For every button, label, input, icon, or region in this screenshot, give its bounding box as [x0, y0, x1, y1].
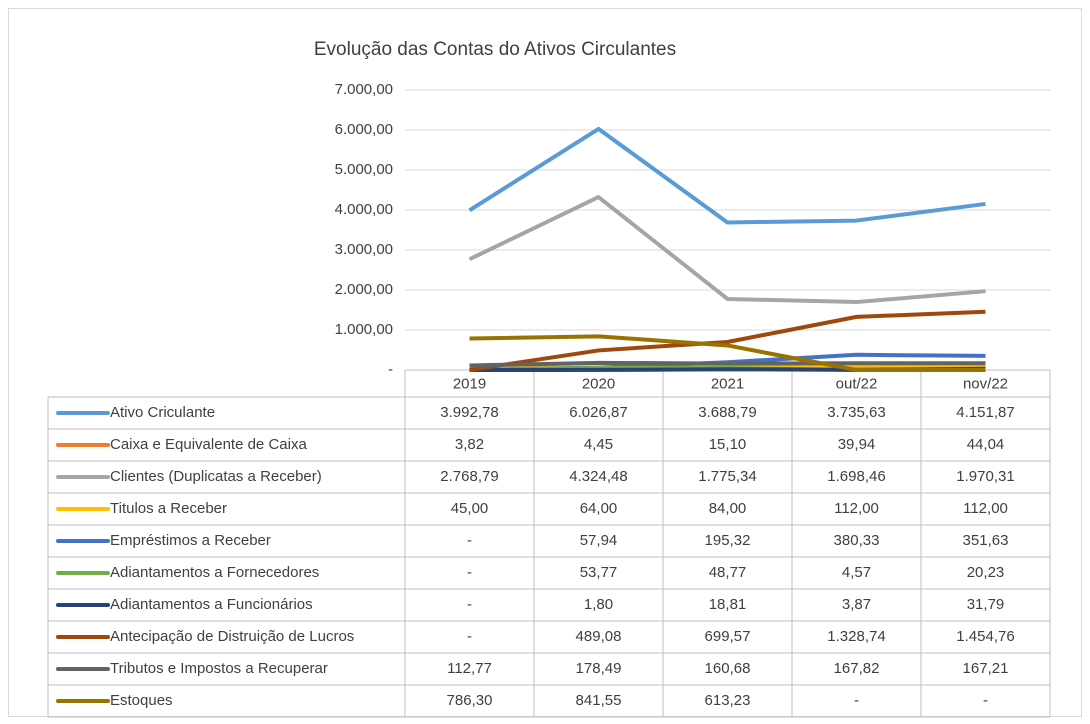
table-value: 613,23: [705, 692, 751, 709]
table-value: 380,33: [834, 532, 880, 549]
table-value: 6.026,87: [569, 404, 627, 421]
table-value: 4,57: [842, 564, 871, 581]
table-value: 195,32: [705, 532, 751, 549]
x-tick-label: out/22: [836, 375, 878, 392]
line-series: [468, 126, 986, 225]
x-tick-label: 2021: [711, 375, 744, 392]
table-value: -: [467, 628, 472, 645]
table-value: 1,80: [584, 596, 613, 613]
table-value: 15,10: [709, 436, 747, 453]
table-value: 1.454,76: [956, 628, 1014, 645]
table-value: 57,94: [580, 532, 618, 549]
table-value: 3,82: [455, 436, 484, 453]
legend-label: Adiantamentos a Funcionários: [110, 596, 313, 613]
table-value: 18,81: [709, 596, 747, 613]
table-value: -: [983, 692, 988, 709]
table-value: 4.324,48: [569, 468, 627, 485]
line-series: [469, 309, 986, 372]
table-value: 351,63: [963, 532, 1009, 549]
y-tick-label: 5.000,00: [335, 161, 393, 178]
table-value: 1.970,31: [956, 468, 1014, 485]
table-value: 39,94: [838, 436, 876, 453]
legend-label: Ativo Criculante: [110, 404, 215, 421]
table-value: 699,57: [705, 628, 751, 645]
table-value: 44,04: [967, 436, 1005, 453]
table-value: 112,77: [447, 660, 492, 677]
table-value: 112,00: [834, 500, 879, 517]
y-tick-label: 3.000,00: [335, 241, 393, 258]
y-tick-label: 7.000,00: [335, 81, 393, 98]
table-value: 178,49: [576, 660, 622, 677]
table-value: 1.775,34: [698, 468, 756, 485]
line-series: [469, 334, 986, 372]
x-tick-label: 2020: [582, 375, 615, 392]
table-value: 786,30: [447, 692, 493, 709]
table-value: 48,77: [709, 564, 747, 581]
table-value: 1.698,46: [827, 468, 885, 485]
table-value: 53,77: [580, 564, 618, 581]
table-value: -: [467, 564, 472, 581]
table-value: 31,79: [967, 596, 1005, 613]
table-value: 167,82: [834, 660, 880, 677]
table-value: 841,55: [576, 692, 622, 709]
table-value: 84,00: [709, 500, 747, 517]
table-value: 3.992,78: [440, 404, 498, 421]
table-value: 160,68: [705, 660, 751, 677]
table-value: 20,23: [967, 564, 1005, 581]
table-value: 4.151,87: [956, 404, 1014, 421]
table-value: -: [467, 596, 472, 613]
table-value: 3,87: [842, 596, 871, 613]
table-value: -: [854, 692, 859, 709]
y-tick-label: 1.000,00: [335, 321, 393, 338]
line-series: [469, 360, 986, 368]
table-value: 1.328,74: [827, 628, 885, 645]
legend-label: Adiantamentos a Fornecedores: [110, 564, 319, 581]
table-value: 4,45: [584, 436, 613, 453]
table-value: 64,00: [580, 500, 618, 517]
line-series: [468, 195, 986, 305]
table-value: 2.768,79: [440, 468, 498, 485]
table-value: 3.735,63: [827, 404, 885, 421]
chart-title: Evolução das Contas do Ativos Circulante…: [314, 39, 676, 60]
legend-label: Caixa e Equivalente de Caixa: [110, 436, 307, 453]
x-tick-label: 2019: [453, 375, 486, 392]
y-tick-label: -: [388, 361, 393, 378]
y-tick-label: 2.000,00: [335, 281, 393, 298]
x-tick-label: nov/22: [963, 375, 1008, 392]
legend-label: Antecipação de Distruição de Lucros: [110, 628, 354, 645]
table-value: 112,00: [963, 500, 1008, 517]
legend-label: Empréstimos a Receber: [110, 532, 271, 549]
legend-label: Titulos a Receber: [110, 500, 227, 517]
legend-label: Estoques: [110, 692, 173, 709]
table-value: 45,00: [451, 500, 489, 517]
table-value: -: [467, 532, 472, 549]
table-value: 489,08: [576, 628, 622, 645]
y-tick-label: 6.000,00: [335, 121, 393, 138]
legend-label: Clientes (Duplicatas a Receber): [110, 468, 322, 485]
legend-label: Tributos e Impostos a Recuperar: [110, 660, 328, 677]
table-value: 167,21: [963, 660, 1009, 677]
table-value: 3.688,79: [698, 404, 756, 421]
y-tick-label: 4.000,00: [335, 201, 393, 218]
